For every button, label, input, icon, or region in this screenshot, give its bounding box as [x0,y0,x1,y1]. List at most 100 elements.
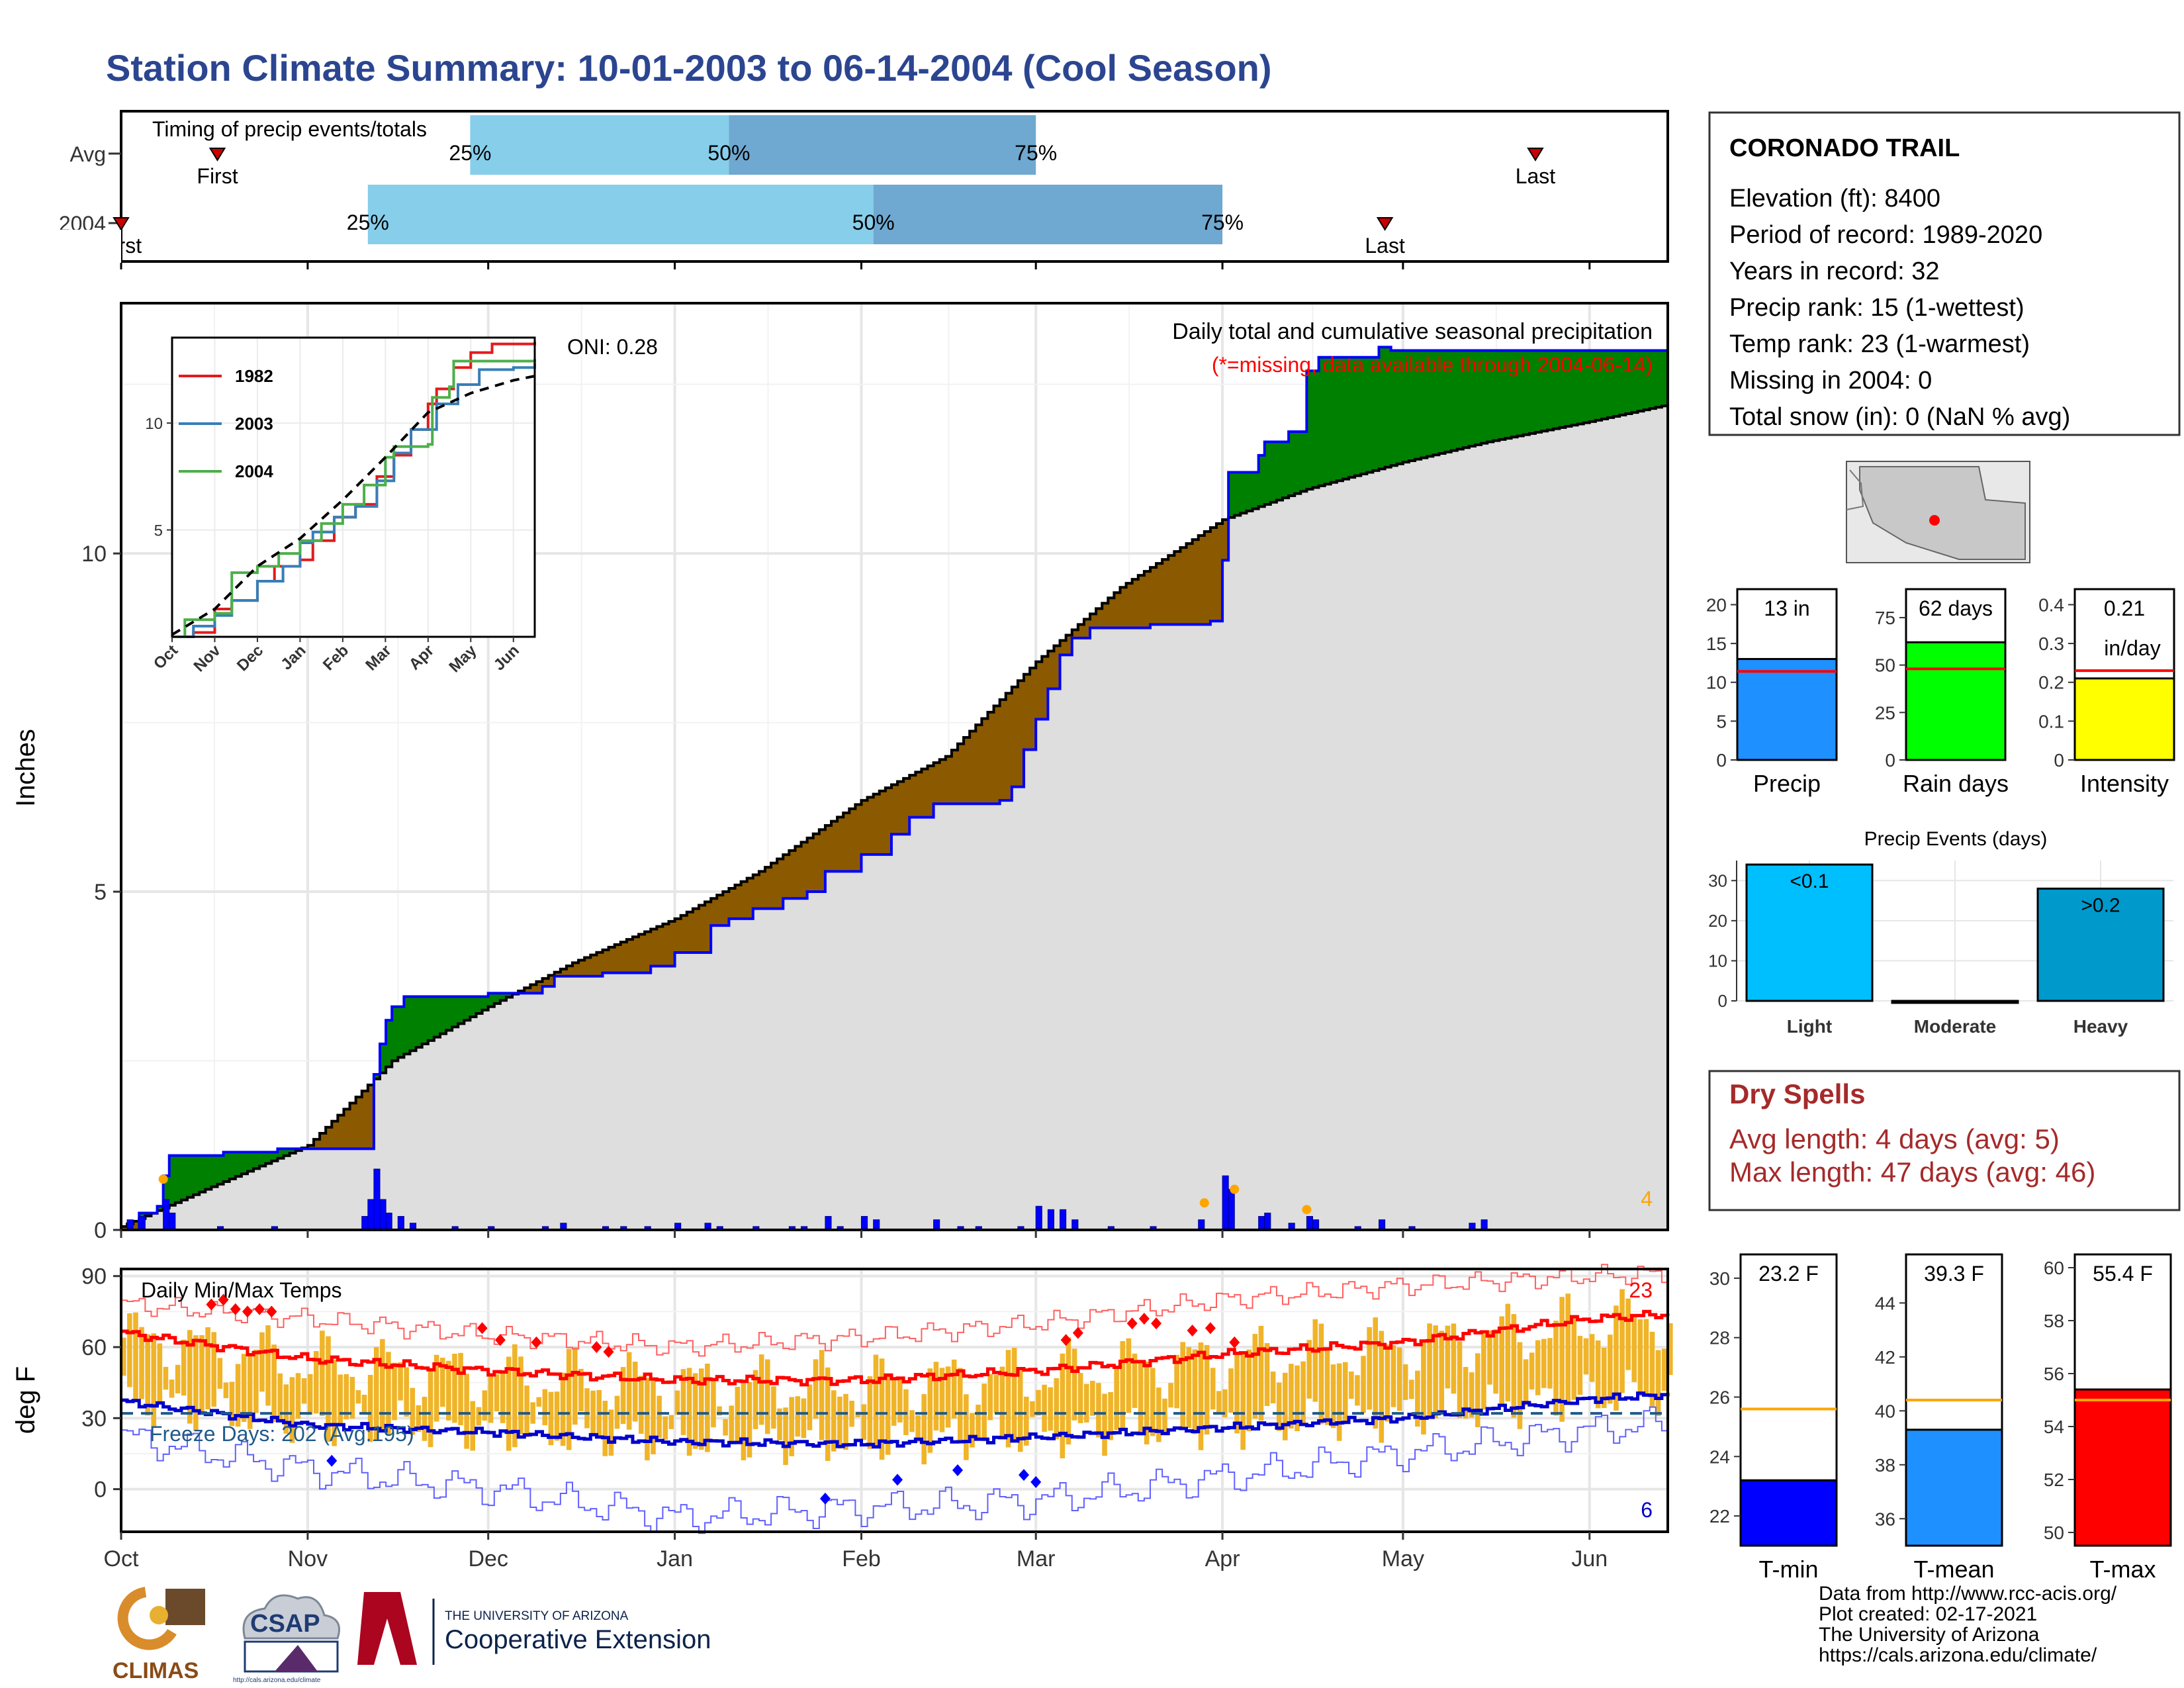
precip-surplus-fill [1342,357,1349,479]
daily-temp-bar [1367,1327,1372,1410]
precip-surplus-fill [139,1213,146,1219]
daily-temp-bar [1108,1391,1113,1440]
precip-surplus-fill [1318,357,1326,486]
precip-surplus-fill [1240,472,1248,514]
precip-deficit-fill [121,1226,128,1230]
precip-deficit-fill [686,912,694,953]
temp-y-tick-label: 90 [81,1264,107,1289]
daily-temp-bar [1595,1340,1601,1409]
month-label: Jun [1571,1546,1608,1571]
climas-text: CLIMAS [113,1658,199,1683]
daily-temp-bar [1240,1353,1246,1450]
temp-bar-tick-label: 58 [2044,1311,2064,1331]
record-hot-marker [1205,1322,1216,1335]
precip-surplus-fill [494,993,501,1004]
oni-label: ONI: 0.28 [567,335,658,359]
precip-surplus-fill [1295,432,1301,494]
daily-temp-bar [355,1390,361,1404]
precip-deficit-fill [789,850,796,899]
precip-deficit-fill [807,837,814,892]
daily-temp-bar [320,1331,325,1417]
precip-surplus-fill [175,1155,182,1203]
precip-surplus-fill [1367,357,1374,473]
precip-surplus-fill [1355,357,1361,476]
precip-surplus-fill [259,1152,266,1166]
daily-precip-bar [933,1219,940,1231]
climas-logo: CLIMAS [113,1587,205,1683]
temp-value-label: 39.3 F [1924,1262,1984,1286]
daily-temp-bar [343,1374,349,1420]
precip-deficit-fill [1090,614,1097,628]
daily-temp-bar [1204,1344,1210,1435]
precip-surplus-fill [1601,350,1608,419]
precip-surplus-fill [181,1155,188,1200]
precip-surplus-fill [1276,442,1283,500]
daily-precip-bar [379,1199,387,1231]
daily-precip-bar [373,1168,381,1231]
daily-temp-bar [620,1367,626,1425]
precip-surplus-fill [1553,350,1560,429]
precip-surplus-fill [464,996,471,1021]
daily-precip-bars [126,1168,1488,1231]
daily-temp-bar [897,1378,903,1423]
precip-deficit-fill [524,988,531,994]
station-info-line: Missing in 2004: 0 [1729,367,1932,395]
daily-temp-bar [1655,1350,1661,1417]
precip-deficit-fill [1060,640,1067,655]
summary-bar-intensity: 0 0.1 0.2 0.3 0.4 0.21 in/day Intensity [2038,588,2175,797]
precip-surplus-fill [1396,350,1404,464]
daily-temp-bar [1186,1346,1192,1429]
precip-surplus-fill [428,996,435,1041]
daily-temp-bar [1529,1352,1535,1390]
daily-temp-bar [1168,1383,1173,1408]
daily-temp-bar [1030,1401,1035,1417]
daily-precip-bar [1198,1219,1205,1231]
precip-surplus-fill [1463,350,1470,448]
daily-temp-bar [1150,1368,1156,1436]
daily-temp-bar [1132,1353,1138,1408]
arizona-shape [1859,466,2026,560]
daily-temp-bar [651,1379,656,1455]
temp-bar-t-mean: 36 38 40 42 44 39.3 F T-mean [1875,1253,2003,1583]
summary-bar [1905,641,2007,761]
daily-temp-bar [1523,1359,1529,1405]
daily-temp-bar [1583,1338,1589,1375]
precip-deficit-fill [1030,668,1036,750]
summary-value-label: 13 in [1764,596,1809,620]
temp-panel-border [120,1268,1669,1533]
daily-precip-bar [860,1216,868,1231]
precip-surplus-fill [187,1155,194,1197]
precip-surplus-fill [1547,350,1554,430]
daily-temp-bar [1306,1340,1312,1399]
temp-bar-t-min: 22 24 26 28 30 23.2 F T-min [1709,1253,1838,1583]
daily-temp-bar [1336,1363,1342,1441]
missing-data-marker [1230,1184,1240,1194]
record-hot-marker [603,1346,614,1358]
precip-chart-header: Daily total and cumulative seasonal prec… [1172,319,1653,344]
daily-temp-bar [1511,1314,1517,1418]
precip-deficit-fill [705,902,711,953]
last-label: Last [1365,234,1405,258]
daily-temp-bar [301,1378,307,1404]
record-cold-marker [819,1492,831,1505]
daily-temp-bar [711,1378,716,1428]
credit-line: Plot created: 02-17-2021 [1819,1603,2038,1625]
temp-value-label: 55.4 F [2093,1262,2153,1286]
daily-precip-bar [873,1219,880,1231]
daily-temp-bar [1355,1375,1360,1406]
daily-temp-bar [1385,1344,1390,1422]
precip-surplus-fill [1427,350,1433,457]
precip-deficit-fill [645,931,651,973]
precip-deficit-fill [1024,674,1030,750]
precip-deficit-fill [1174,551,1181,625]
credit-line: Data from http://www.rcc-acis.org/ [1819,1583,2117,1605]
precip-surplus-fill [373,1074,381,1079]
daily-temp-bar [289,1377,295,1443]
daily-temp-bar [1090,1380,1095,1416]
daily-temp-bar [1541,1338,1547,1388]
timing-pct-label: 50% [707,141,750,165]
daily-temp-bar [795,1396,801,1437]
precip-deficit-fill [584,957,591,976]
precip-surplus-fill [476,996,483,1013]
daily-temp-bar [1036,1389,1041,1416]
